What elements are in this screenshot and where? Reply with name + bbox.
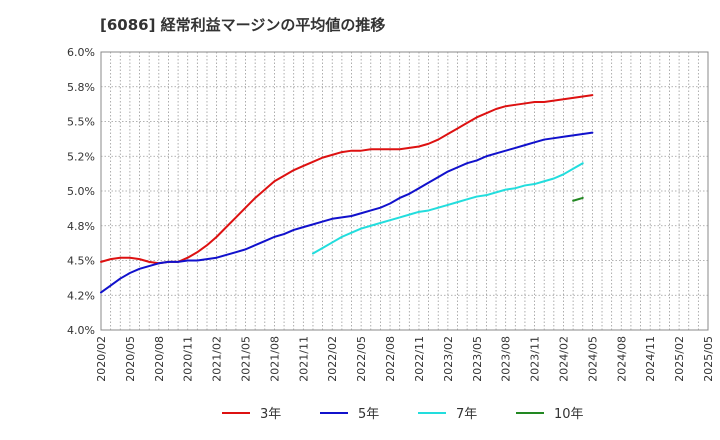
x-tick-label: 2021/02 xyxy=(211,336,224,382)
x-tick-label: 2022/05 xyxy=(355,336,368,382)
x-tick-label: 2022/02 xyxy=(326,336,339,382)
y-tick-label: 5.8% xyxy=(67,81,95,94)
x-tick-label: 2022/11 xyxy=(413,336,426,382)
x-tick-label: 2024/08 xyxy=(615,336,628,382)
grid-lines xyxy=(101,52,708,330)
x-tick-label: 2022/08 xyxy=(384,336,397,382)
series-line-1 xyxy=(100,94,594,265)
chart-title: [6086] 経常利益マージンの平均値の推移 xyxy=(100,16,386,34)
legend-label: 3年 xyxy=(260,407,281,422)
legend-label: 5年 xyxy=(358,407,379,422)
x-axis: 2020/02 2020/05 2020/08 2020/11 2021/02 2021/… xyxy=(95,336,715,382)
y-tick-label: 5.5% xyxy=(67,116,95,129)
x-tick-label: 2023/05 xyxy=(471,336,484,382)
x-tick-label: 2024/05 xyxy=(586,336,599,382)
x-tick-label: 2025/02 xyxy=(673,336,686,382)
series-line-4 xyxy=(572,196,584,202)
series-line-3 xyxy=(311,162,584,255)
x-tick-label: 2020/02 xyxy=(95,336,108,382)
series-lines xyxy=(100,94,594,294)
y-tick-label: 4.8% xyxy=(67,220,95,233)
x-tick-label: 2021/08 xyxy=(268,336,281,382)
y-tick-label: 4.2% xyxy=(67,289,95,302)
y-tick-label: 4.5% xyxy=(67,255,95,268)
x-tick-label: 2024/11 xyxy=(644,336,657,382)
x-tick-label: 2025/05 xyxy=(702,336,715,382)
x-tick-label: 2023/08 xyxy=(500,336,513,382)
x-tick-label: 2021/05 xyxy=(240,336,253,382)
x-tick-label: 2020/08 xyxy=(153,336,166,382)
series-line-2 xyxy=(100,131,594,294)
x-tick-label: 2020/05 xyxy=(124,336,137,382)
y-axis: 4.0% 4.2% 4.5% 4.8% 5.0% 5.2% 5.5% 5.8% 6.0% xyxy=(67,46,95,337)
y-tick-label: 5.2% xyxy=(67,150,95,163)
x-tick-label: 2020/11 xyxy=(182,336,195,382)
legend: 3年 5年 7年 10年 xyxy=(222,407,584,422)
x-tick-label: 2023/11 xyxy=(529,336,542,382)
y-tick-label: 4.0% xyxy=(67,324,95,337)
x-tick-label: 2021/11 xyxy=(297,336,310,382)
y-tick-label: 6.0% xyxy=(67,46,95,59)
y-tick-label: 5.0% xyxy=(67,185,95,198)
x-tick-label: 2024/02 xyxy=(557,336,570,382)
legend-label: 7年 xyxy=(456,407,477,422)
x-tick-label: 2023/02 xyxy=(442,336,455,382)
legend-label: 10年 xyxy=(554,407,584,422)
